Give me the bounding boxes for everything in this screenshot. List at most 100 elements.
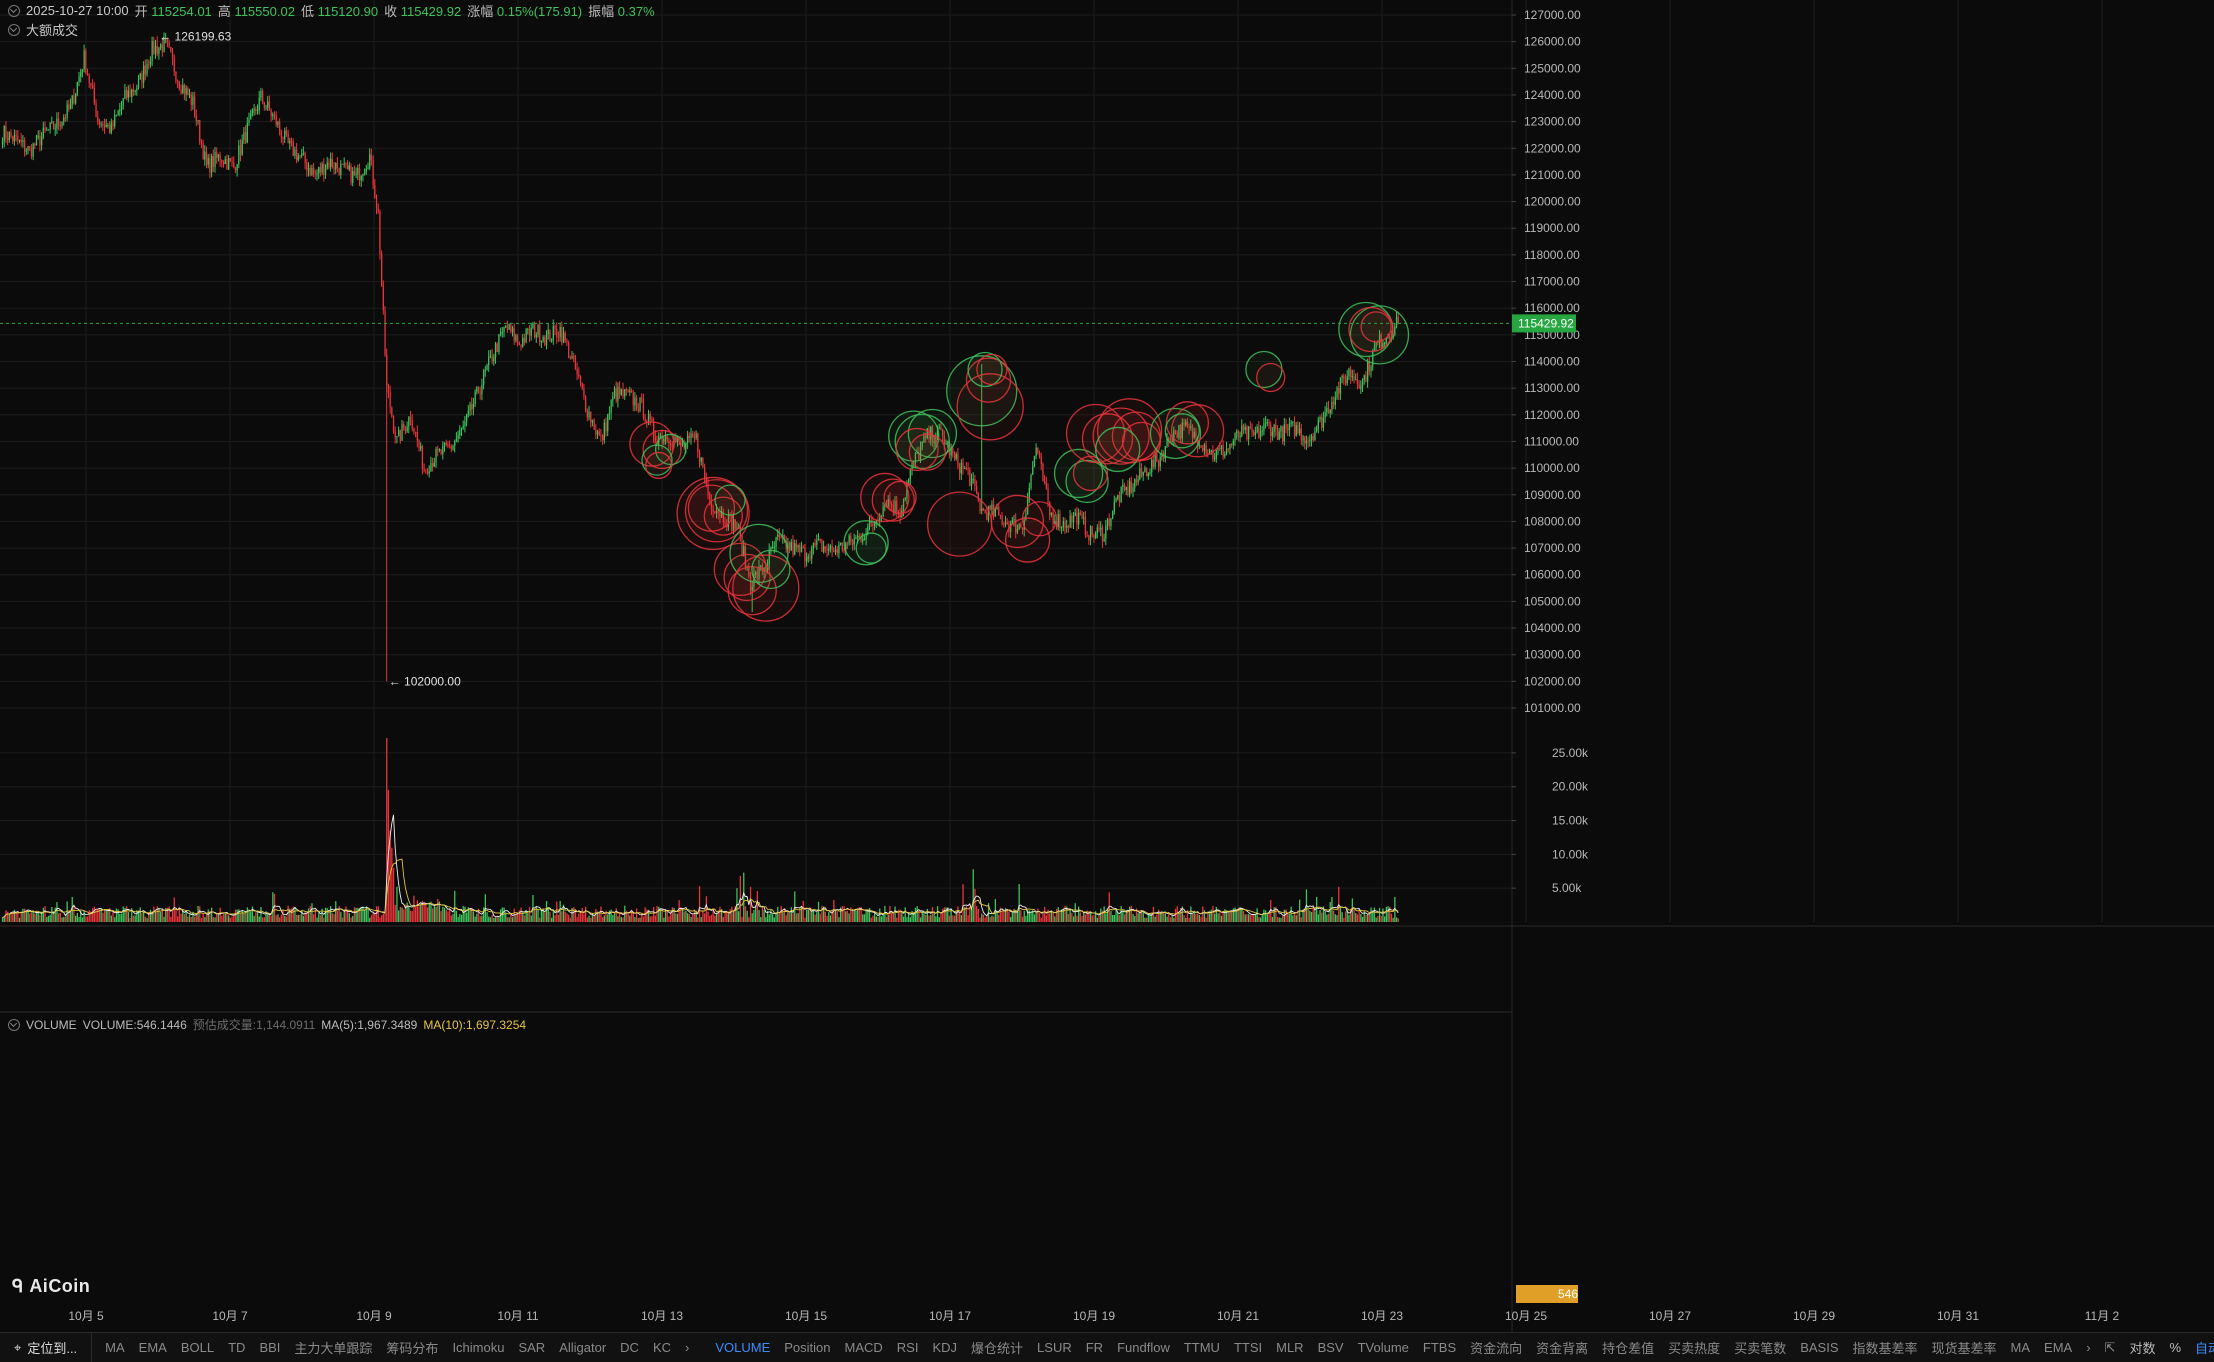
main-indicator-tab-2[interactable]: BOLL — [180, 1340, 215, 1355]
sub-indicator-tab-23[interactable]: MA — [2010, 1340, 2031, 1355]
candle-body — [272, 114, 274, 117]
candle-body — [387, 385, 390, 393]
log-scale-toggle[interactable]: 对数 — [2129, 1341, 2156, 1356]
sub-indicator-tab-19[interactable]: 买卖笔数 — [1734, 1341, 1787, 1356]
candle-body — [561, 327, 563, 343]
candle-body — [506, 326, 509, 330]
candle-body — [523, 337, 526, 343]
main-indicator-tab-8[interactable]: SAR — [518, 1340, 546, 1355]
expand-icon[interactable]: ⇱ — [2104, 1339, 2116, 1355]
candle-body — [644, 418, 646, 422]
candle-body — [476, 386, 478, 392]
sub-indicator-tab-20[interactable]: BASIS — [1800, 1340, 1839, 1355]
collapse-icon[interactable] — [8, 4, 20, 17]
sub-indicator-tab-3[interactable]: RSI — [896, 1340, 919, 1355]
candle-body — [1305, 440, 1308, 444]
candle-body — [1061, 527, 1063, 529]
candle-body — [1348, 368, 1350, 377]
collapse-icon[interactable] — [8, 1018, 20, 1031]
volume-bar — [896, 917, 898, 922]
big-trade-header[interactable]: 大额成交 — [8, 20, 78, 39]
main-indicator-tab-4[interactable]: BBI — [259, 1340, 281, 1355]
volume-bar — [1326, 914, 1328, 922]
sub-indicator-tab-13[interactable]: TVolume — [1357, 1340, 1409, 1355]
volume-estimate: 预估成交量:1,144.0911 — [192, 1018, 316, 1032]
volume-name: VOLUME — [26, 1017, 77, 1032]
volume-bar — [47, 915, 50, 922]
volume-bar — [902, 916, 905, 922]
candle-body — [518, 341, 520, 345]
volume-bar — [1028, 910, 1030, 922]
candle-body — [500, 332, 502, 335]
main-indicator-tab-5[interactable]: 主力大单跟踪 — [294, 1341, 373, 1356]
main-indicator-tab-9[interactable]: Alligator — [559, 1340, 607, 1355]
candle-body — [61, 121, 63, 127]
sub-indicator-tab-17[interactable]: 持仓差值 — [1602, 1341, 1655, 1356]
volume-bar — [330, 906, 332, 922]
candle-body — [1021, 527, 1024, 530]
collapse-icon[interactable] — [8, 23, 20, 36]
main-indicator-tab-3[interactable]: TD — [228, 1340, 246, 1355]
volume-bar — [153, 906, 155, 922]
main-indicator-tab-7[interactable]: Ichimoku — [452, 1340, 505, 1355]
volume-bar — [129, 917, 131, 922]
main-indicator-tab-0[interactable]: MA — [105, 1340, 125, 1355]
sub-indicator-tab-1[interactable]: Position — [784, 1340, 831, 1355]
main-indicator-tab-10[interactable]: DC — [620, 1340, 639, 1355]
sub-indicator-tab-2[interactable]: MACD — [844, 1340, 883, 1355]
candle-body — [1032, 466, 1034, 475]
more-sub-indicators-button[interactable]: › — [2086, 1340, 2091, 1355]
sub-indicator-tab-18[interactable]: 买卖热度 — [1668, 1341, 1721, 1356]
candle-body — [330, 158, 332, 167]
sub-indicator-tab-24[interactable]: EMA — [2044, 1340, 2073, 1355]
volume-bar — [561, 911, 563, 922]
sub-indicator-tab-9[interactable]: TTMU — [1183, 1340, 1220, 1355]
candle-body — [1210, 450, 1212, 454]
chart-canvas[interactable]: ← 126199.63← 102000.00127000.00126000.00… — [0, 0, 2214, 1332]
percent-scale-toggle[interactable]: % — [2169, 1340, 2182, 1355]
volume-bar — [1055, 908, 1058, 922]
more-main-indicators-button[interactable]: › — [685, 1340, 690, 1355]
sub-indicator-tab-11[interactable]: MLR — [1276, 1340, 1304, 1355]
volume-bar — [1304, 910, 1306, 922]
volume-bar — [445, 909, 447, 922]
candle-body — [1266, 422, 1268, 424]
sub-indicator-tab-21[interactable]: 指数基差率 — [1852, 1341, 1918, 1356]
volume-bar — [1261, 914, 1263, 922]
main-indicator-tab-6[interactable]: 筹码分布 — [386, 1341, 439, 1356]
sub-indicator-tab-0[interactable]: VOLUME — [715, 1340, 771, 1355]
candle-body — [622, 389, 624, 397]
sub-indicator-tab-12[interactable]: BSV — [1317, 1340, 1344, 1355]
candle-body — [1091, 526, 1093, 535]
sub-indicator-tab-7[interactable]: FR — [1085, 1340, 1104, 1355]
sub-indicator-tab-8[interactable]: Fundflow — [1117, 1340, 1170, 1355]
sub-indicator-tab-5[interactable]: 爆仓统计 — [971, 1341, 1024, 1356]
volume-bar — [127, 911, 129, 922]
volume-bar — [527, 912, 529, 922]
candle-body — [493, 357, 495, 362]
auto-scale-toggle[interactable]: 自动 — [2195, 1341, 2214, 1356]
candle-body — [236, 164, 238, 171]
locate-button[interactable]: ⌖ 定位到... — [0, 1333, 93, 1362]
sub-indicator-tab-15[interactable]: 资金流向 — [1470, 1341, 1523, 1356]
sub-indicator-tab-14[interactable]: FTBS — [1422, 1340, 1457, 1355]
candle-body — [1275, 424, 1277, 430]
main-indicator-tab-11[interactable]: KC — [652, 1340, 672, 1355]
volume-bar — [443, 907, 446, 922]
volume-bar — [1061, 909, 1063, 922]
volume-bar — [855, 910, 857, 922]
volume-bar — [583, 913, 585, 922]
volume-axis-label: 15.00k — [1552, 814, 1589, 828]
sub-indicator-tab-4[interactable]: KDJ — [932, 1340, 958, 1355]
volume-bar — [1242, 911, 1245, 922]
main-indicator-tab-1[interactable]: EMA — [138, 1340, 167, 1355]
volume-bar — [670, 913, 672, 922]
sub-indicator-tab-16[interactable]: 资金背离 — [1536, 1341, 1589, 1356]
sub-indicator-tab-6[interactable]: LSUR — [1037, 1340, 1072, 1355]
candle-body — [585, 396, 587, 411]
volume-bar — [231, 916, 233, 922]
sub-indicator-tab-10[interactable]: TTSI — [1233, 1340, 1263, 1355]
candle-body — [20, 139, 22, 142]
volume-bar — [734, 906, 736, 922]
sub-indicator-tab-22[interactable]: 现货基差率 — [1931, 1341, 1997, 1356]
